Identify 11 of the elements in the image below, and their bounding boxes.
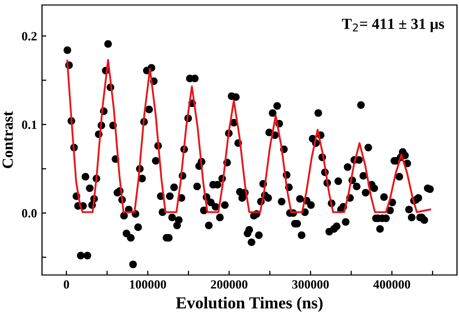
x-tick-label: 0: [64, 280, 70, 289]
annotation: T$_{2}$= 411 ± 31 μs: [342, 18, 444, 32]
x-axis-title: Evolution Times (ns): [176, 296, 323, 312]
y-axis-title: Contrast: [2, 111, 13, 168]
y-tick-label: 0.0: [22, 209, 37, 218]
x-tick-label: 100000: [130, 280, 166, 289]
y-tick-label: 0.1: [22, 120, 36, 130]
x-tick-label: 400000: [373, 280, 410, 289]
x-tick-label: 300000: [292, 280, 329, 289]
x-tick-label: 200000: [210, 280, 248, 289]
y-tick-label: 0.2: [22, 32, 37, 40]
